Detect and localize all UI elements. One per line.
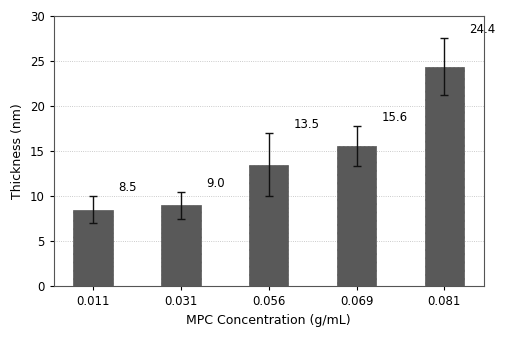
Text: 9.0: 9.0: [206, 177, 225, 190]
Text: 24.4: 24.4: [469, 23, 496, 36]
Text: 8.5: 8.5: [118, 182, 137, 194]
Bar: [161, 205, 201, 286]
Bar: [337, 146, 376, 286]
Bar: [73, 210, 113, 286]
Bar: [249, 165, 289, 286]
Text: 13.5: 13.5: [294, 118, 320, 131]
Y-axis label: Thickness (nm): Thickness (nm): [11, 103, 24, 199]
Text: 15.6: 15.6: [382, 111, 408, 124]
X-axis label: MPC Concentration (g/mL): MPC Concentration (g/mL): [186, 314, 351, 327]
Bar: [425, 67, 464, 286]
